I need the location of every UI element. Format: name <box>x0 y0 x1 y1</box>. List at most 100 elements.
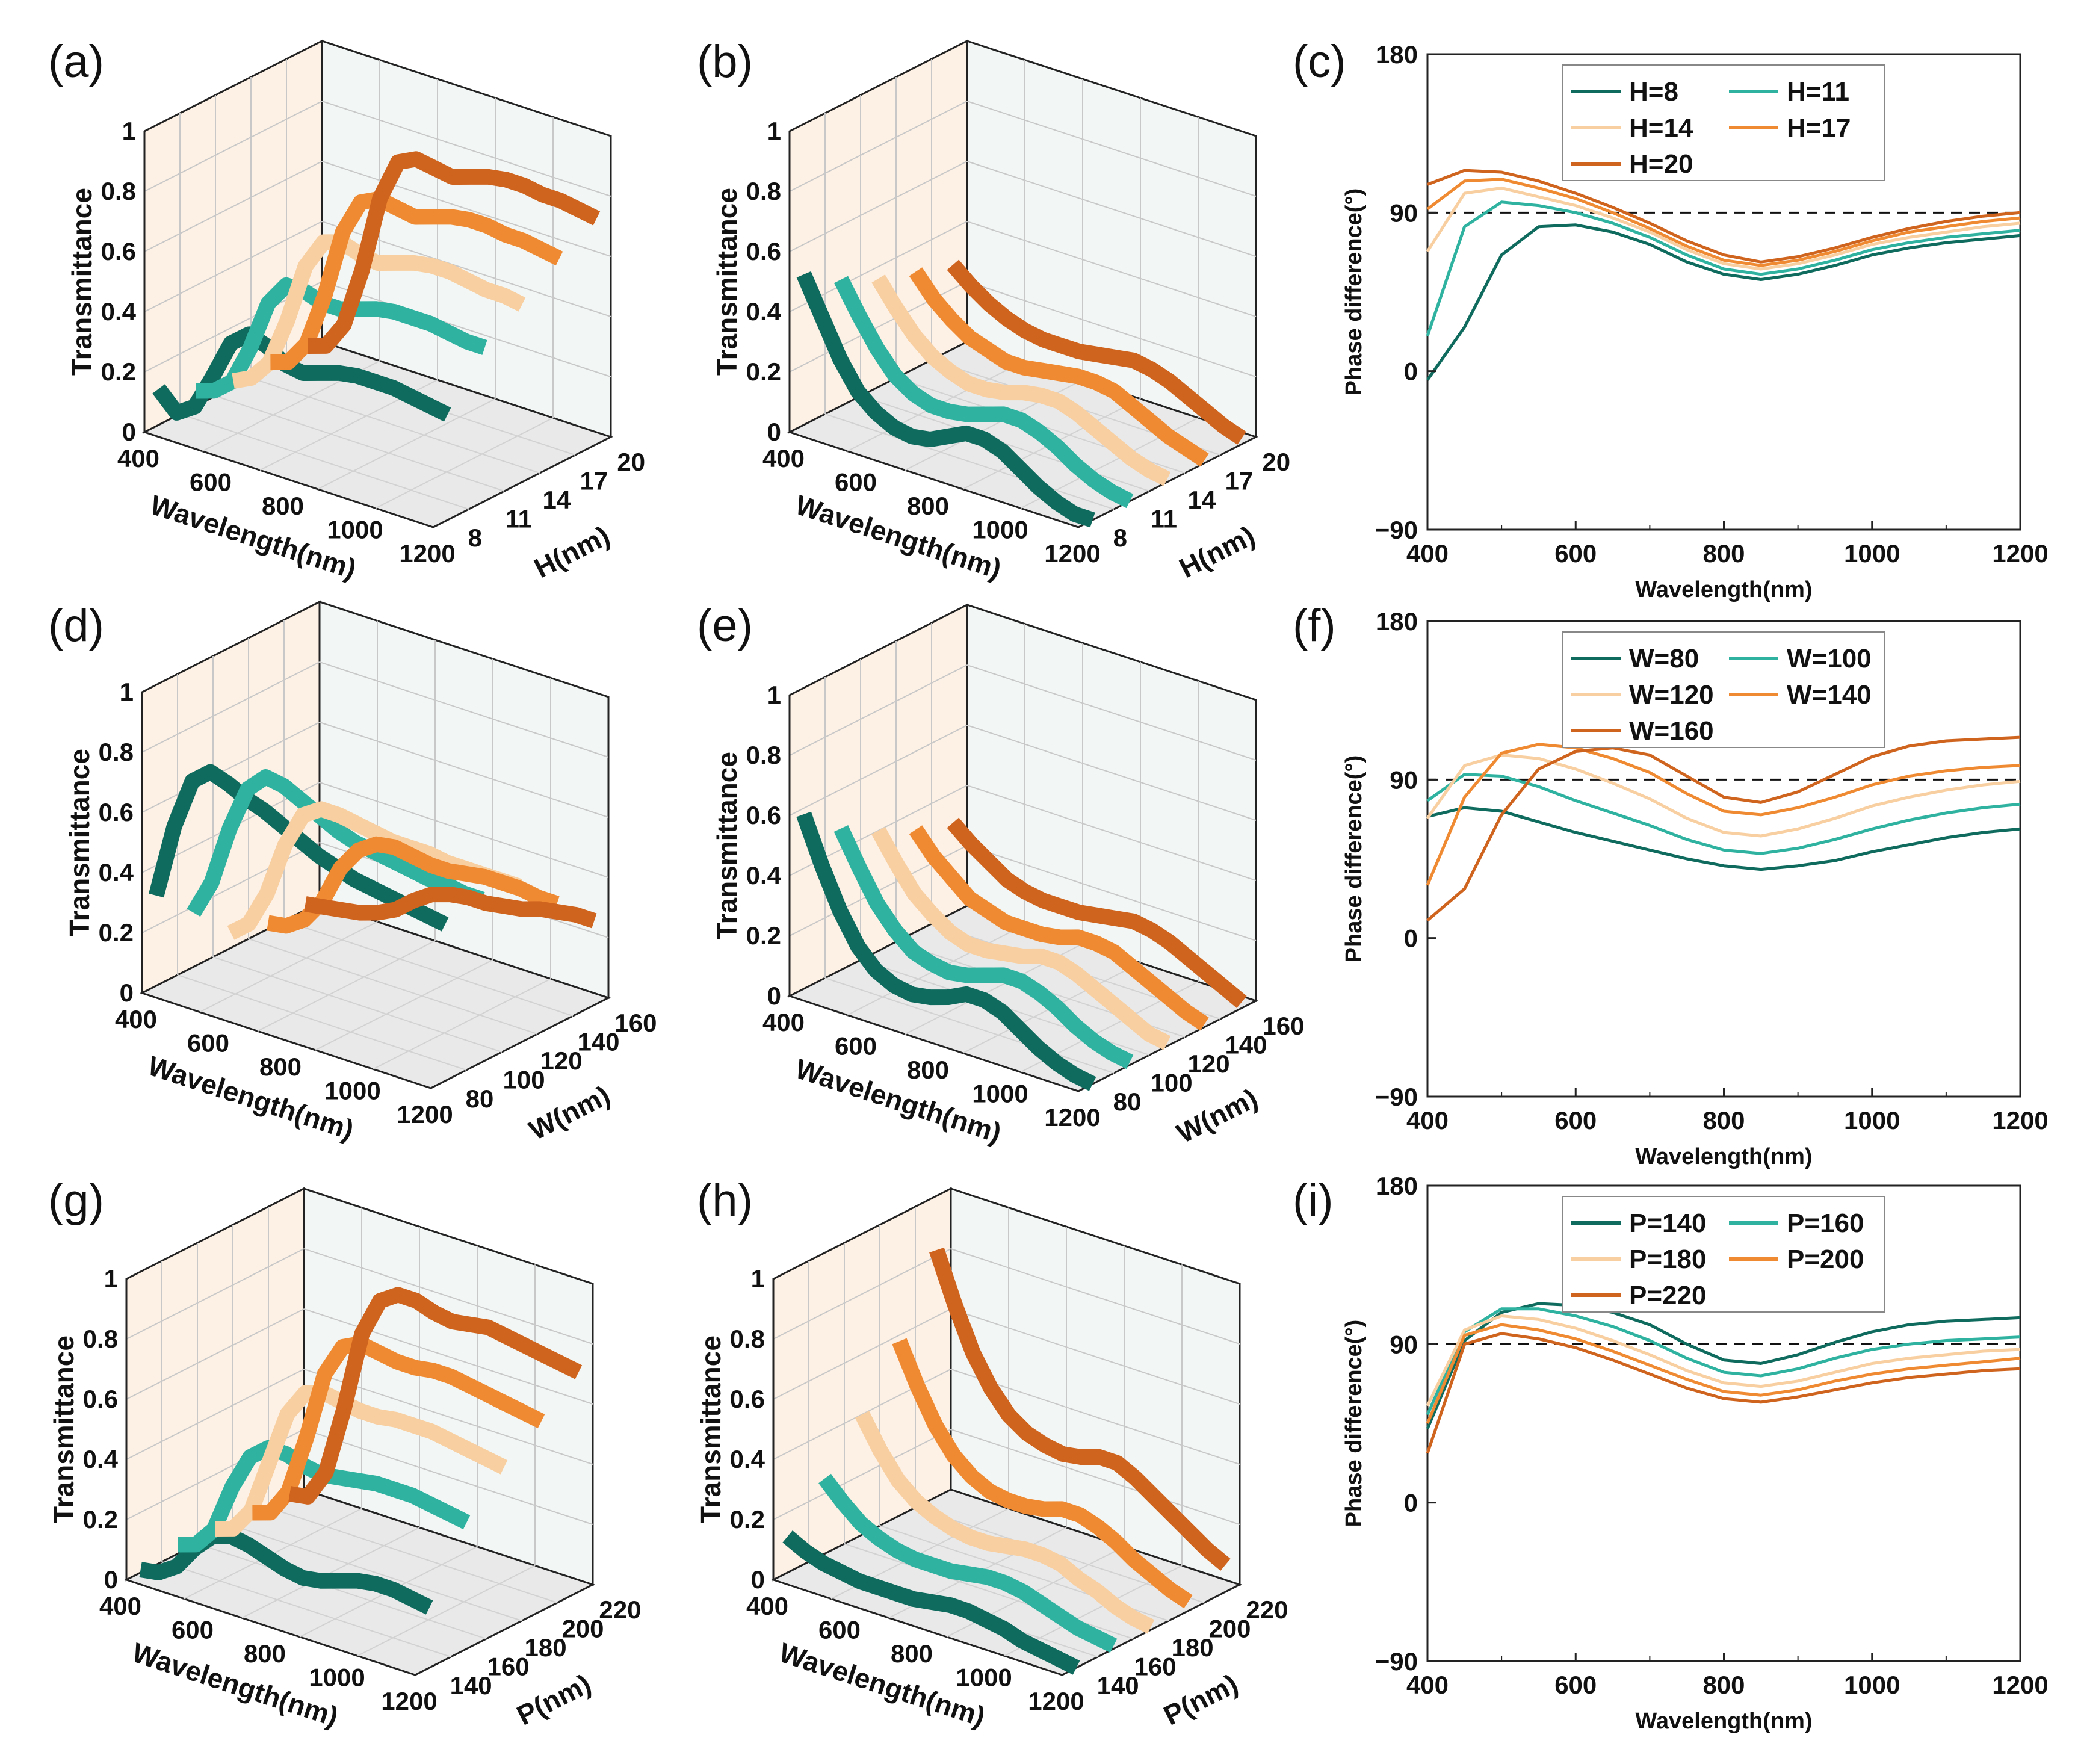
floor-d <box>140 902 611 1089</box>
x-tick-label: 1000 <box>972 1080 1028 1108</box>
y-tick-label: 0.8 <box>83 1325 118 1353</box>
series-line-P=220 <box>1426 1332 2021 1454</box>
z-tick-label: 100 <box>503 1066 545 1094</box>
x-tick-label: 1200 <box>381 1687 437 1715</box>
x-tick-label: 800 <box>262 492 304 520</box>
y-tick-label: 1 <box>104 1264 118 1293</box>
panel-label-g: (g) <box>48 1175 104 1226</box>
grid-line <box>232 1525 522 1621</box>
panel-h: 0 0.2 0.4 0.6 0.8 1 400 600 800 1000 1200 140160180… <box>695 1187 1288 1733</box>
y-tick-label: 0 <box>767 982 781 1010</box>
x-axis-label: Wavelength(nm) <box>1635 577 1812 602</box>
panel-label-e: (e) <box>697 600 753 651</box>
legend-label-P=200: P=200 <box>1787 1245 1864 1274</box>
z-tick-label: 11 <box>506 505 532 533</box>
series-ribbon-P=140 <box>139 1528 433 1615</box>
series-line-H=11 <box>1426 200 2021 336</box>
grid-line <box>966 725 1257 821</box>
legend-label-P=220: P=220 <box>1629 1281 1706 1310</box>
y-tick-label: 0.6 <box>101 237 136 265</box>
z-tick-label: 120 <box>1188 1050 1230 1078</box>
series-ribbon-H=20 <box>947 259 1246 445</box>
x-tick-label: 600 <box>835 1032 877 1060</box>
grid-line <box>950 1308 1240 1405</box>
y-tick-label: 0.8 <box>99 738 134 766</box>
z-tick-label: 8 <box>1113 524 1127 552</box>
grid-line <box>215 395 505 492</box>
series-line-W=80 <box>1427 806 2021 871</box>
series-ribbon-P=200 <box>252 1335 545 1521</box>
panel-b: 0 0.2 0.4 0.6 0.8 1 400 600 800 1000 1200 8 11 14 17 20… <box>711 39 1290 585</box>
z-tick-label: 80 <box>1113 1088 1142 1116</box>
y-tick-label: 90 <box>1390 199 1418 227</box>
x-tick-label: 800 <box>259 1053 302 1081</box>
grid-line <box>321 161 611 257</box>
x-tick-label: 1200 <box>1028 1687 1084 1715</box>
x-tick-label: 1000 <box>324 1077 380 1105</box>
z-tick-label: 160 <box>614 1009 657 1037</box>
y-tick-label: 180 <box>1376 40 1418 69</box>
series-ribbon-P=220 <box>288 1287 583 1505</box>
x-tick-label: 1000 <box>327 516 383 544</box>
legend-label-P=180: P=180 <box>1629 1245 1706 1274</box>
legend-label-H=14: H=14 <box>1629 113 1693 143</box>
y-tick-label: 90 <box>1390 766 1418 794</box>
x-tick-label: 1000 <box>1844 539 1900 568</box>
y-tick-label: 0.2 <box>99 918 134 947</box>
y-tick-label: 0.6 <box>730 1385 765 1413</box>
z-tick-label: 180 <box>525 1633 567 1662</box>
panel-label-i: (i) <box>1293 1175 1334 1226</box>
x-tick-label: 600 <box>190 468 232 497</box>
x-tick-label: 600 <box>187 1029 229 1057</box>
y-tick-label: 0.2 <box>746 921 781 950</box>
z-tick-label: 100 <box>1151 1069 1193 1097</box>
grid-line <box>126 1248 305 1340</box>
grid-line <box>248 938 538 1035</box>
series-ribbon-H=11 <box>833 276 1134 509</box>
grid-line <box>197 1543 487 1639</box>
grid-line <box>789 664 968 756</box>
y-tick-label: 0.6 <box>83 1385 118 1413</box>
grid-line <box>773 1429 951 1520</box>
grid-line <box>966 101 1257 197</box>
z-tick-label: 17 <box>580 467 608 495</box>
grid-line <box>303 1308 593 1405</box>
grid-line <box>126 1369 305 1460</box>
y-tick-label: 1 <box>120 678 134 706</box>
grid-line <box>824 977 1115 1074</box>
x-tick-label: 800 <box>891 1639 933 1668</box>
grid-line <box>966 845 1257 941</box>
x-tick-label: 800 <box>244 1639 286 1668</box>
z-tick-label: 160 <box>1134 1653 1177 1681</box>
grid-line <box>161 1561 451 1657</box>
x-tick-label: 1200 <box>399 539 455 568</box>
x-tick-label: 1200 <box>1992 1671 2048 1699</box>
z-tick-label: 220 <box>599 1595 641 1624</box>
series-ribbon-P=180 <box>215 1385 508 1537</box>
z-tick-label: 8 <box>468 524 482 552</box>
x-axis-label: Wavelength(nm) <box>1635 1144 1812 1169</box>
x-tick-label: 800 <box>1702 1106 1745 1134</box>
x-tick-label: 800 <box>1702 1671 1745 1699</box>
x-tick-label: 1000 <box>309 1663 365 1692</box>
series-ribbon-W=100 <box>833 825 1134 1069</box>
series-line-W=140 <box>1426 743 2021 886</box>
series-ribbon-H=8 <box>796 271 1095 528</box>
y-tick-label: 0 <box>1404 1489 1418 1517</box>
series-ribbon-W=140 <box>909 825 1209 1031</box>
y-tick-label: 0.8 <box>101 177 136 205</box>
x-tick-label: 400 <box>1406 539 1449 568</box>
series-ribbon-H=14 <box>871 274 1171 486</box>
x-tick-label: 1200 <box>1992 539 2048 568</box>
y-tick-label: 0.2 <box>83 1505 118 1533</box>
panel-d: 00.20.40.60.8140060080010001200801001201… <box>64 600 657 1146</box>
series-line-H=20 <box>1427 169 2021 264</box>
grid-line <box>177 974 467 1071</box>
y-tick-label: 0.2 <box>730 1505 765 1533</box>
y-tick-label: 0.6 <box>746 237 781 265</box>
grid-line <box>773 1248 951 1340</box>
x-tick-label: 400 <box>99 1592 141 1620</box>
series-line-H=14 <box>1426 186 2021 271</box>
y-axis-label: Transmittance <box>711 752 743 939</box>
